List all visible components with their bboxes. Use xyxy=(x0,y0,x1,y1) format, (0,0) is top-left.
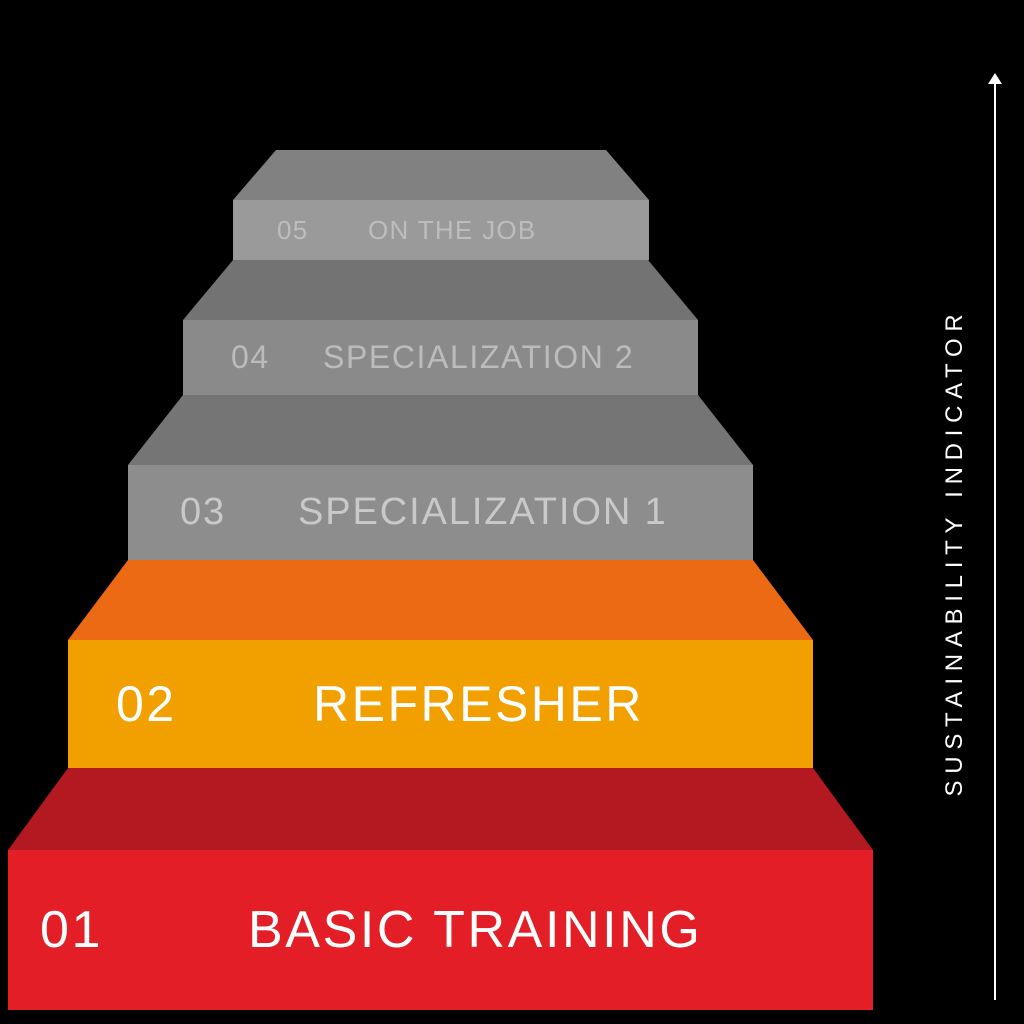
step-2-front: 02 REFRESHER xyxy=(68,640,813,768)
sustainability-indicator-label: SUSTAINABILITY INDICATOR xyxy=(941,252,969,852)
step-2-number: 02 xyxy=(116,675,177,733)
indicator-arrow-head-icon xyxy=(988,73,1002,84)
step-4-number: 04 xyxy=(231,339,270,376)
step-1-top xyxy=(8,768,873,850)
step-3-number: 03 xyxy=(180,491,226,534)
step-1-front: 01 BASIC TRAINING xyxy=(8,850,873,1010)
step-2-top xyxy=(68,560,813,640)
step-1-number: 01 xyxy=(40,900,103,960)
step-5-front: 05 ON THE JOB xyxy=(233,200,649,260)
step-4-front: 04 SPECIALIZATION 2 xyxy=(183,320,698,395)
indicator-arrow-line xyxy=(994,80,996,1000)
step-5-number: 05 xyxy=(277,215,309,246)
step-1-label: BASIC TRAINING xyxy=(248,900,702,960)
pyramid-stage: 05 ON THE JOB 04 SPECIALIZATION 2 03 SPE… xyxy=(0,0,1024,1024)
step-4-label: SPECIALIZATION 2 xyxy=(323,339,634,376)
step-3-front: 03 SPECIALIZATION 1 xyxy=(128,465,753,560)
step-2-label: REFRESHER xyxy=(313,675,644,733)
step-5-label: ON THE JOB xyxy=(368,215,537,246)
step-4-top xyxy=(183,260,698,320)
step-3-label: SPECIALIZATION 1 xyxy=(298,491,668,534)
step-5-top xyxy=(233,150,649,200)
step-3-top xyxy=(128,395,753,465)
